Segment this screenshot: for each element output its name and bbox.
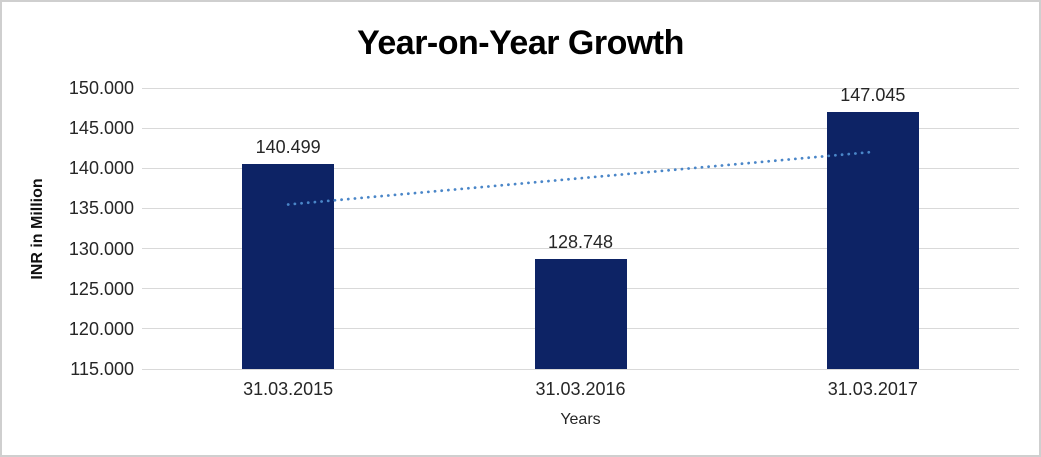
bar xyxy=(826,111,919,369)
y-tick-label: 120.000 xyxy=(68,318,134,339)
y-tick-label: 150.000 xyxy=(68,78,134,98)
chart-title: Year-on-Year Growth xyxy=(357,24,684,62)
x-axis-title: Years xyxy=(560,411,601,428)
x-tick-label: 31.03.2015 xyxy=(243,379,334,399)
y-axis-title: INR in Million xyxy=(29,178,46,280)
bar-data-label: 140.499 xyxy=(255,137,321,158)
gridline xyxy=(142,368,1019,370)
x-tick-label: 31.03.2017 xyxy=(827,379,918,399)
bar-data-label: 147.045 xyxy=(840,84,906,105)
y-tick-label: 145.000 xyxy=(68,118,134,139)
y-tick-label: 115.000 xyxy=(70,359,134,379)
bar xyxy=(534,258,627,369)
gridline xyxy=(142,87,1019,89)
y-tick-label: 125.000 xyxy=(68,278,134,299)
y-tick-label: 130.000 xyxy=(68,238,134,259)
y-tick-label: 140.000 xyxy=(68,158,134,179)
gridline xyxy=(142,127,1019,129)
gridline xyxy=(142,248,1019,250)
gridline xyxy=(142,207,1019,209)
x-tick-label: 31.03.2016 xyxy=(535,379,626,399)
y-tick-label: 135.000 xyxy=(68,198,134,219)
bar-data-label: 128.748 xyxy=(547,231,614,252)
linear-trendline xyxy=(286,150,875,206)
bar xyxy=(242,164,335,369)
